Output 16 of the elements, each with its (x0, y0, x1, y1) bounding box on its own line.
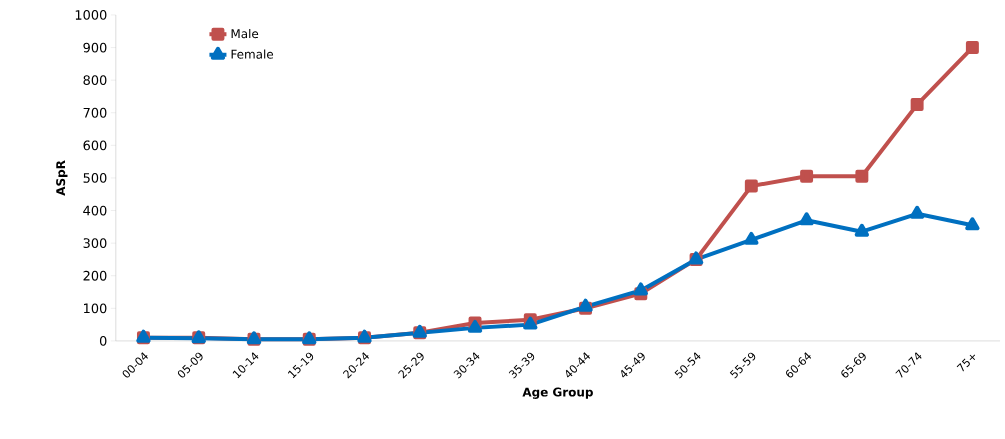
y-tick-label: 400 (83, 205, 107, 216)
x-tick-label: 75+ (956, 354, 976, 372)
y-axis-title: ASpR (56, 160, 68, 196)
x-axis-title: Age Group (522, 387, 593, 400)
legend-label: Female (231, 49, 274, 59)
y-tick-label: 700 (83, 108, 107, 118)
y-tick-label: 100 (84, 303, 107, 314)
y-tick-label: 0 (99, 336, 107, 347)
y-tick-label: 1000 (75, 10, 107, 21)
legend-label: Male (231, 29, 259, 39)
y-tick-label: 500 (83, 173, 107, 184)
y-tick-label: 200 (83, 271, 107, 281)
y-tick-label: 300 (83, 238, 107, 249)
y-tick-label: 600 (83, 140, 107, 151)
y-tick-label: 900 (83, 42, 107, 53)
y-tick-label: 800 (83, 75, 107, 86)
